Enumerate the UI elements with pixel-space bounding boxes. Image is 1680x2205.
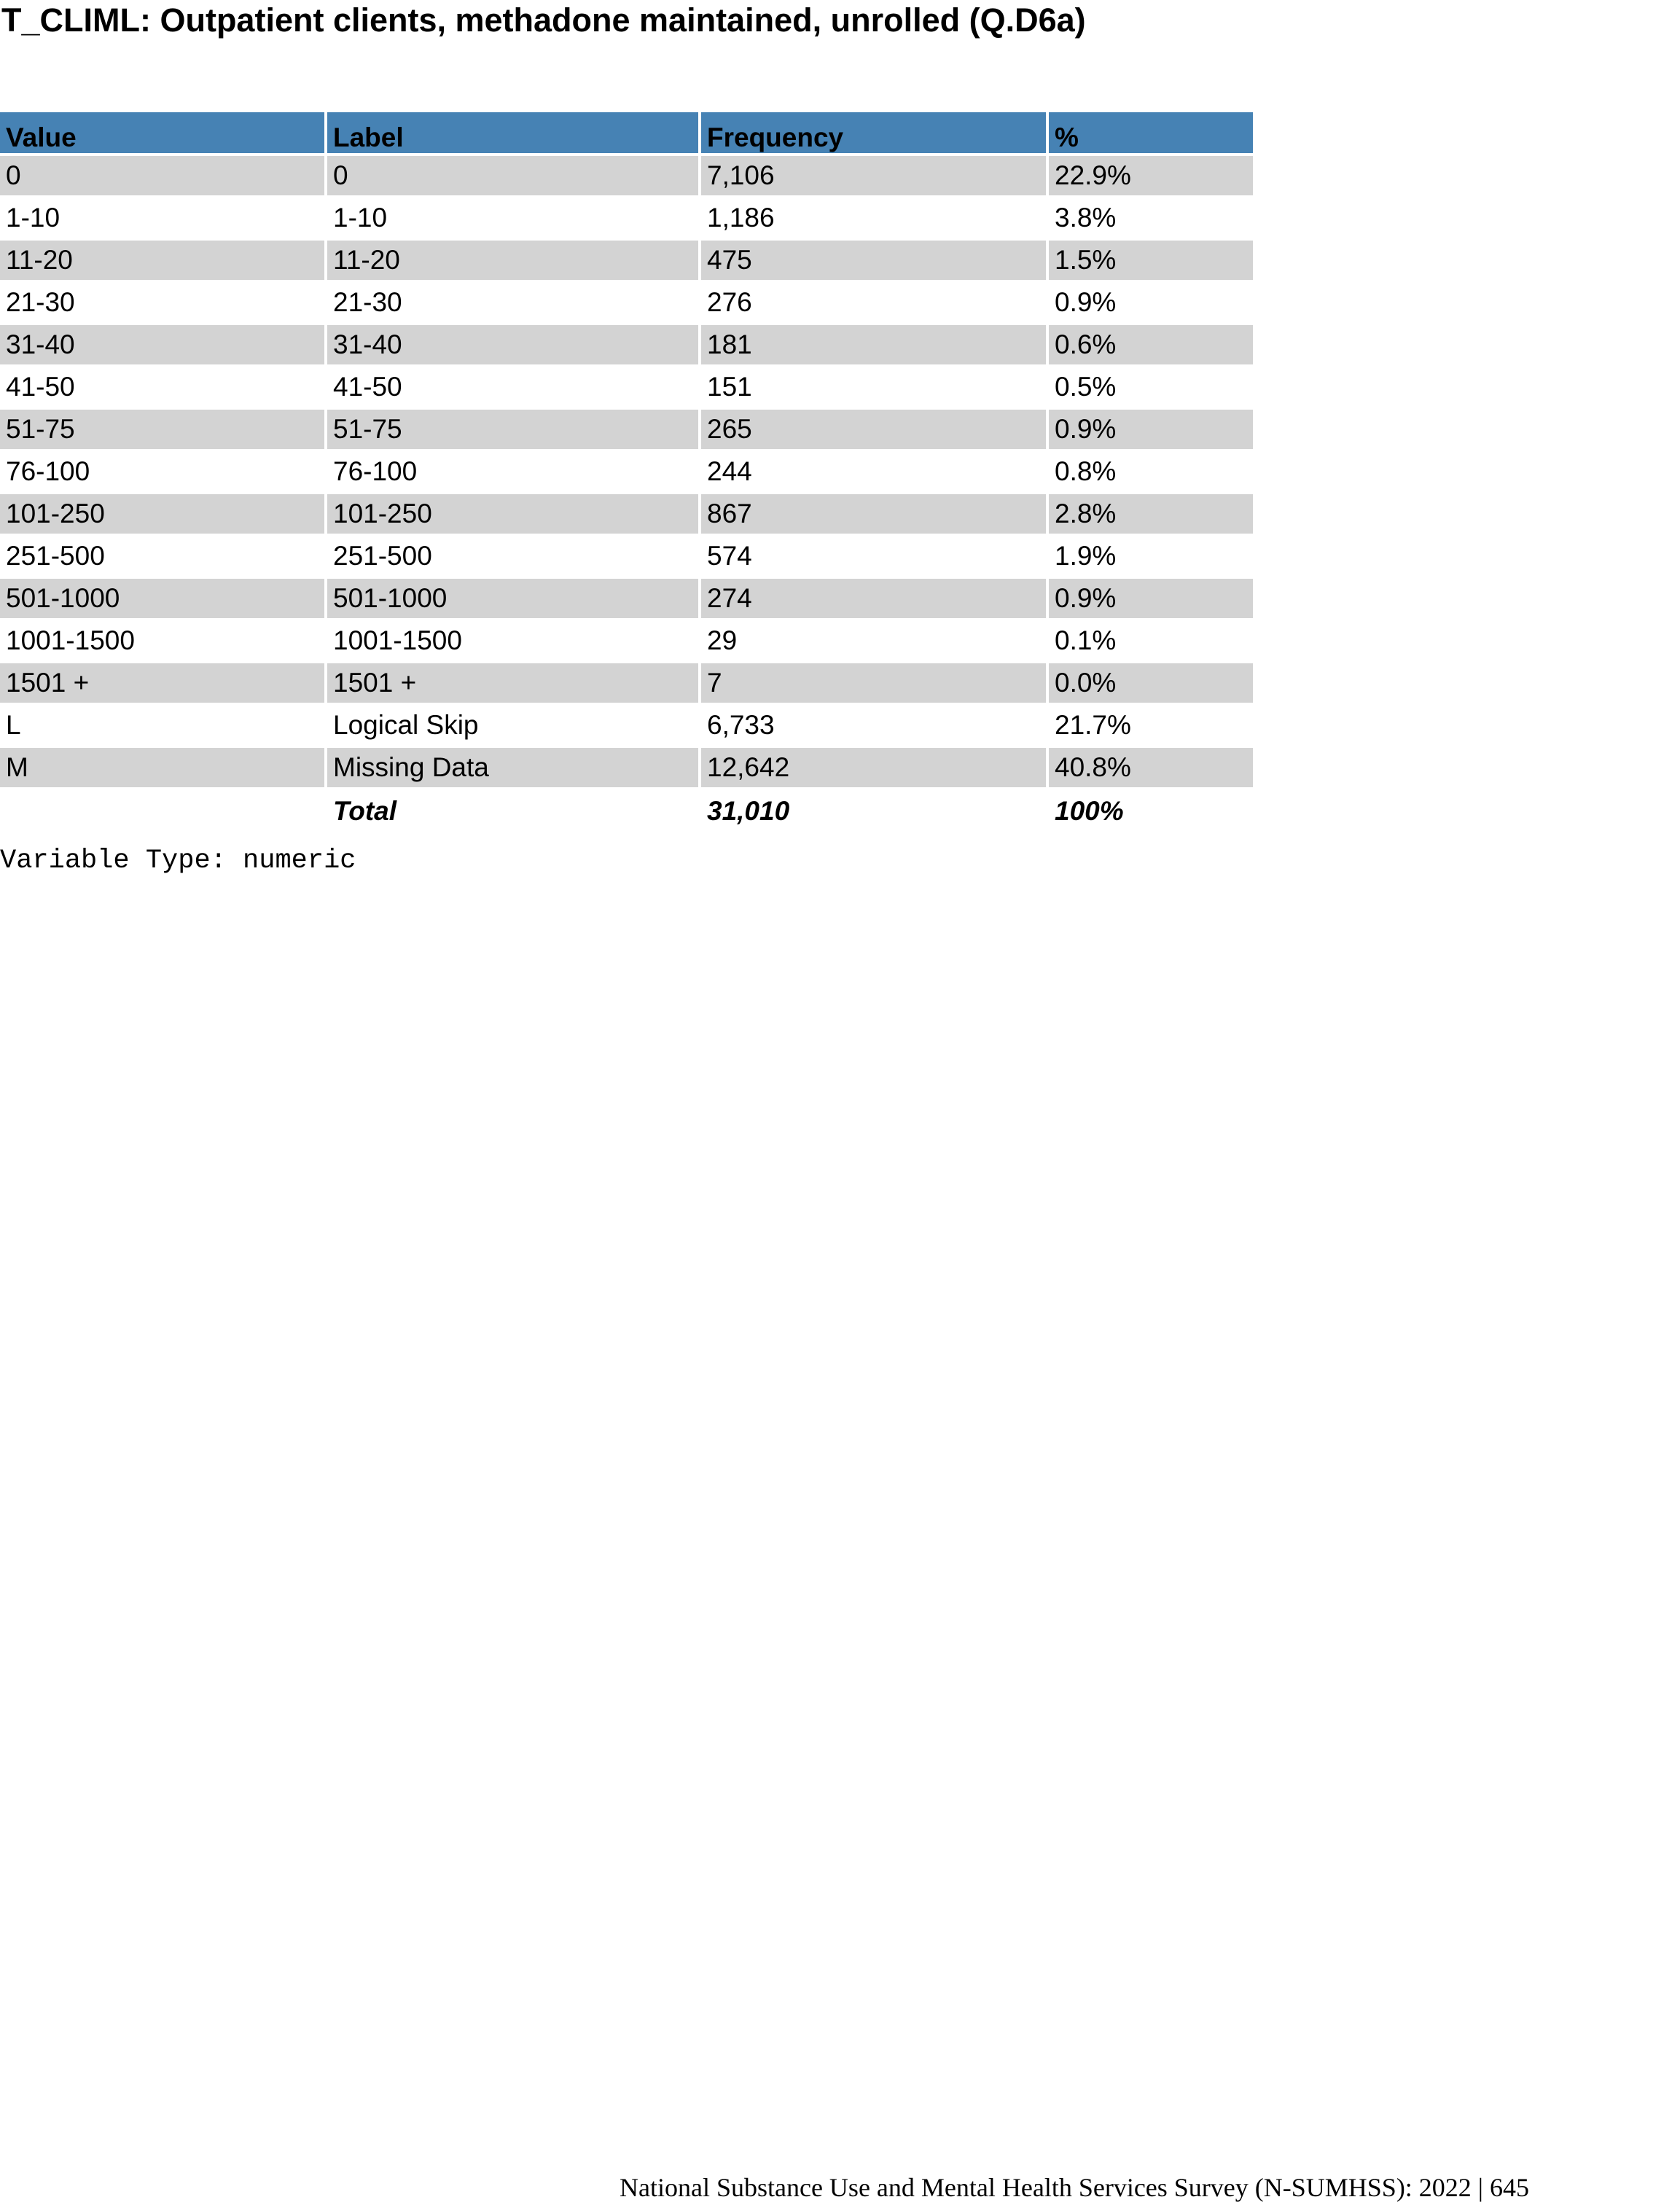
cell-value: 31-40: [0, 325, 327, 367]
cell-value: 21-30: [0, 283, 327, 325]
cell-frequency: 1,186: [701, 198, 1049, 241]
table-row: 21-30 21-30 276 0.9%: [0, 283, 1253, 325]
cell-value: 1-10: [0, 198, 327, 241]
table-row: 51-75 51-75 265 0.9%: [0, 410, 1253, 452]
cell-value: 51-75: [0, 410, 327, 452]
cell-frequency: 574: [701, 536, 1049, 579]
header-percent: %: [1049, 112, 1253, 156]
total-label: Total: [327, 790, 701, 832]
cell-percent: 0.9%: [1049, 410, 1253, 452]
cell-label: 501-1000: [327, 579, 701, 621]
cell-label: Logical Skip: [327, 706, 701, 748]
table-row: 1501 + 1501 + 7 0.0%: [0, 663, 1253, 706]
cell-percent: 2.8%: [1049, 494, 1253, 536]
cell-label: 51-75: [327, 410, 701, 452]
page-footer: National Substance Use and Mental Health…: [620, 2173, 1530, 2202]
cell-frequency: 867: [701, 494, 1049, 536]
cell-label: 76-100: [327, 452, 701, 494]
header-value: Value: [0, 112, 327, 156]
cell-value: L: [0, 706, 327, 748]
cell-value: 1001-1500: [0, 621, 327, 663]
cell-percent: 0.5%: [1049, 367, 1253, 410]
cell-frequency: 475: [701, 241, 1049, 283]
header-label: Label: [327, 112, 701, 156]
cell-percent: 0.0%: [1049, 663, 1253, 706]
table-row: 76-100 76-100 244 0.8%: [0, 452, 1253, 494]
table-row: L Logical Skip 6,733 21.7%: [0, 706, 1253, 748]
cell-frequency: 6,733: [701, 706, 1049, 748]
cell-value: 76-100: [0, 452, 327, 494]
total-value-cell: [0, 790, 327, 832]
cell-value: 251-500: [0, 536, 327, 579]
cell-frequency: 29: [701, 621, 1049, 663]
cell-percent: 0.1%: [1049, 621, 1253, 663]
cell-frequency: 7,106: [701, 156, 1049, 198]
cell-percent: 0.9%: [1049, 579, 1253, 621]
cell-frequency: 7: [701, 663, 1049, 706]
cell-percent: 1.5%: [1049, 241, 1253, 283]
table-row: 251-500 251-500 574 1.9%: [0, 536, 1253, 579]
cell-value: 0: [0, 156, 327, 198]
cell-label: Missing Data: [327, 748, 701, 790]
cell-label: 1001-1500: [327, 621, 701, 663]
cell-frequency: 181: [701, 325, 1049, 367]
cell-value: 101-250: [0, 494, 327, 536]
cell-percent: 3.8%: [1049, 198, 1253, 241]
cell-label: 251-500: [327, 536, 701, 579]
cell-percent: 40.8%: [1049, 748, 1253, 790]
cell-label: 1501 +: [327, 663, 701, 706]
page-title: T_CLIML: Outpatient clients, methadone m…: [1, 1, 1086, 39]
cell-value: 1501 +: [0, 663, 327, 706]
cell-value: 41-50: [0, 367, 327, 410]
table-row: 101-250 101-250 867 2.8%: [0, 494, 1253, 536]
cell-frequency: 276: [701, 283, 1049, 325]
cell-frequency: 265: [701, 410, 1049, 452]
table-header-row: Value Label Frequency %: [0, 112, 1253, 156]
cell-frequency: 151: [701, 367, 1049, 410]
table-row: 11-20 11-20 475 1.5%: [0, 241, 1253, 283]
cell-value: M: [0, 748, 327, 790]
cell-label: 21-30: [327, 283, 701, 325]
cell-label: 1-10: [327, 198, 701, 241]
cell-frequency: 12,642: [701, 748, 1049, 790]
cell-label: 0: [327, 156, 701, 198]
total-row: Total 31,010 100%: [0, 790, 1253, 832]
cell-label: 11-20: [327, 241, 701, 283]
cell-label: 41-50: [327, 367, 701, 410]
total-frequency: 31,010: [701, 790, 1049, 832]
table-row: 41-50 41-50 151 0.5%: [0, 367, 1253, 410]
cell-percent: 0.6%: [1049, 325, 1253, 367]
cell-value: 11-20: [0, 241, 327, 283]
table-row: 501-1000 501-1000 274 0.9%: [0, 579, 1253, 621]
cell-percent: 1.9%: [1049, 536, 1253, 579]
cell-percent: 22.9%: [1049, 156, 1253, 198]
header-frequency: Frequency: [701, 112, 1049, 156]
variable-type-note: Variable Type: numeric: [0, 846, 356, 876]
cell-percent: 21.7%: [1049, 706, 1253, 748]
cell-frequency: 244: [701, 452, 1049, 494]
cell-frequency: 274: [701, 579, 1049, 621]
total-percent: 100%: [1049, 790, 1253, 832]
cell-percent: 0.9%: [1049, 283, 1253, 325]
table-row: M Missing Data 12,642 40.8%: [0, 748, 1253, 790]
cell-label: 31-40: [327, 325, 701, 367]
cell-percent: 0.8%: [1049, 452, 1253, 494]
cell-value: 501-1000: [0, 579, 327, 621]
table-row: 1001-1500 1001-1500 29 0.1%: [0, 621, 1253, 663]
table-row: 1-10 1-10 1,186 3.8%: [0, 198, 1253, 241]
cell-label: 101-250: [327, 494, 701, 536]
table-row: 31-40 31-40 181 0.6%: [0, 325, 1253, 367]
frequency-table: Value Label Frequency % 0 0 7,106 22.9% …: [0, 112, 1253, 832]
table-row: 0 0 7,106 22.9%: [0, 156, 1253, 198]
